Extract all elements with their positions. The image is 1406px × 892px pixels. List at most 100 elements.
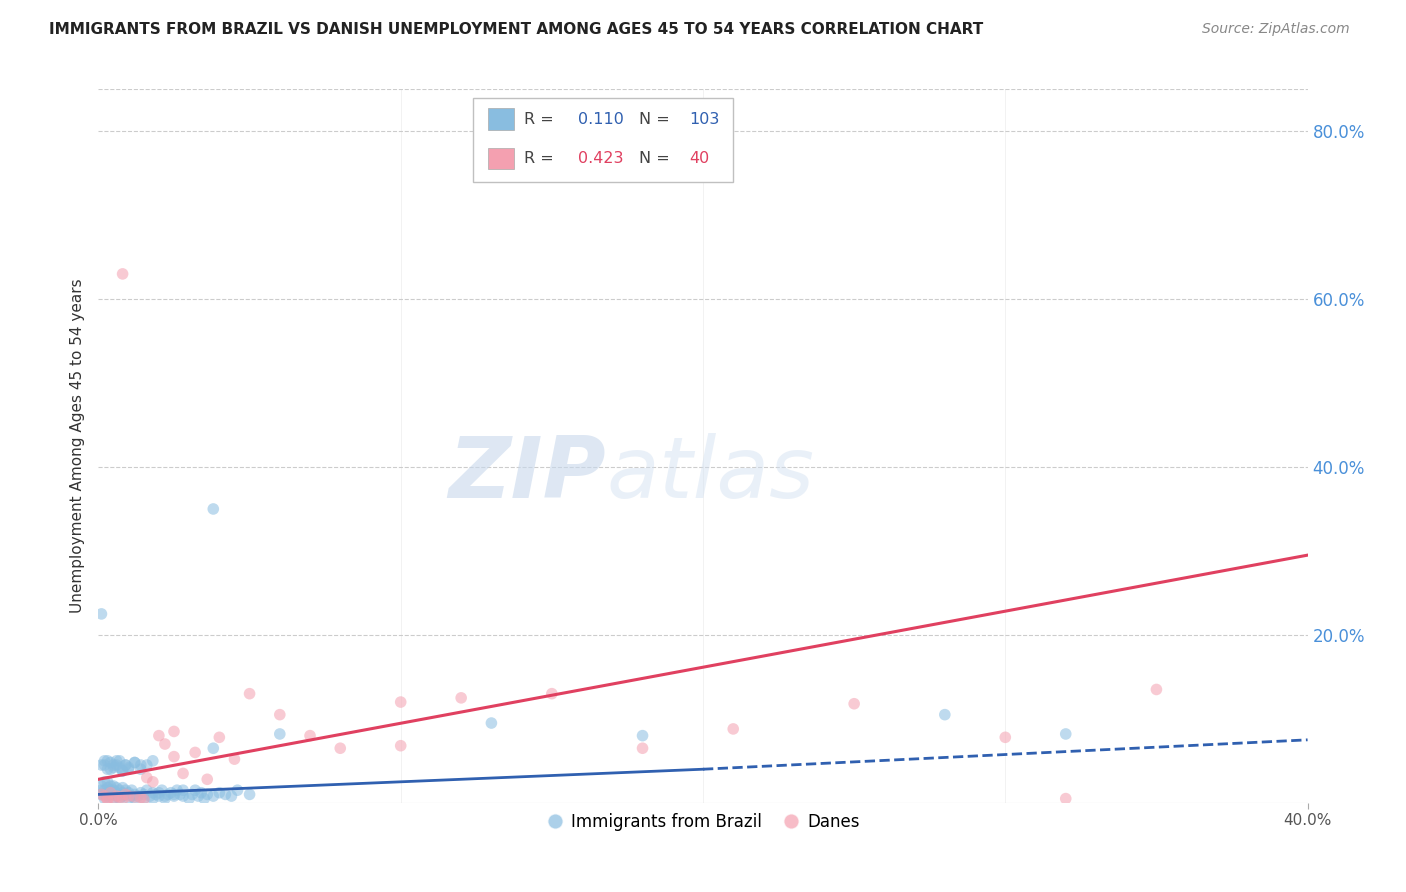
Bar xyxy=(488,148,515,169)
Point xyxy=(96,754,118,768)
Point xyxy=(121,789,143,803)
Point xyxy=(269,727,291,741)
Point xyxy=(153,791,176,805)
Point xyxy=(100,779,122,793)
Point xyxy=(1144,682,1167,697)
Point xyxy=(124,791,146,805)
Point xyxy=(111,780,134,795)
Point xyxy=(118,791,141,805)
Point xyxy=(105,758,128,772)
Point xyxy=(193,791,215,805)
Point xyxy=(103,791,125,805)
Point xyxy=(172,789,194,803)
Point xyxy=(114,788,136,802)
Point xyxy=(103,791,125,805)
Point xyxy=(96,793,118,807)
Bar xyxy=(474,98,734,182)
Point xyxy=(844,697,866,711)
Point xyxy=(142,786,165,800)
Point xyxy=(111,786,134,800)
Point xyxy=(239,687,262,701)
Point xyxy=(934,707,956,722)
Point xyxy=(96,789,118,803)
Point xyxy=(450,690,472,705)
Text: 0.423: 0.423 xyxy=(578,151,624,166)
Point xyxy=(129,758,152,772)
Point xyxy=(93,754,115,768)
Point xyxy=(389,739,412,753)
Point xyxy=(108,783,131,797)
Point xyxy=(166,783,188,797)
Point xyxy=(135,758,157,772)
Point xyxy=(111,792,134,806)
Point xyxy=(153,789,176,803)
Point xyxy=(114,758,136,772)
Bar xyxy=(488,109,515,130)
Point xyxy=(118,786,141,800)
Point xyxy=(111,764,134,778)
Point xyxy=(181,788,204,802)
Point xyxy=(1054,727,1077,741)
Text: R =: R = xyxy=(524,112,554,127)
Point xyxy=(481,716,503,731)
Point xyxy=(202,741,225,756)
Point xyxy=(118,760,141,774)
Point xyxy=(118,762,141,776)
Point xyxy=(129,762,152,776)
Point xyxy=(226,783,249,797)
Point xyxy=(105,754,128,768)
Point xyxy=(108,760,131,774)
Point xyxy=(202,789,225,803)
Point xyxy=(108,788,131,802)
Point xyxy=(103,760,125,774)
Point xyxy=(142,754,165,768)
Point xyxy=(121,783,143,797)
Point xyxy=(156,788,179,802)
Point xyxy=(96,762,118,776)
Point xyxy=(148,789,170,803)
Point xyxy=(163,789,186,803)
Point xyxy=(187,789,209,803)
Point xyxy=(93,791,115,805)
Point xyxy=(129,786,152,800)
Point xyxy=(139,789,162,803)
Point xyxy=(195,788,218,802)
Point xyxy=(172,783,194,797)
Point xyxy=(111,267,134,281)
Point xyxy=(105,780,128,795)
Point xyxy=(224,752,246,766)
Point xyxy=(90,783,112,797)
Point xyxy=(631,741,654,756)
Point xyxy=(90,758,112,772)
Point xyxy=(208,731,231,745)
Point xyxy=(179,791,201,805)
Point xyxy=(132,788,155,802)
Point xyxy=(1054,791,1077,805)
Point xyxy=(163,749,186,764)
Point xyxy=(93,789,115,803)
Point xyxy=(100,783,122,797)
Point xyxy=(93,783,115,797)
Point xyxy=(103,783,125,797)
Point xyxy=(114,783,136,797)
Text: N =: N = xyxy=(638,151,669,166)
Point xyxy=(127,789,149,803)
Text: 40: 40 xyxy=(690,151,710,166)
Point xyxy=(214,788,236,802)
Point xyxy=(90,779,112,793)
Point xyxy=(124,788,146,802)
Point xyxy=(202,502,225,516)
Point xyxy=(111,764,134,778)
Point xyxy=(239,788,262,802)
Point xyxy=(153,737,176,751)
Point xyxy=(100,788,122,802)
Point xyxy=(114,788,136,802)
Point xyxy=(132,791,155,805)
Point xyxy=(540,687,562,701)
Point xyxy=(135,783,157,797)
Point xyxy=(148,786,170,800)
Point xyxy=(103,788,125,802)
Point xyxy=(103,758,125,772)
Point xyxy=(114,758,136,772)
Point xyxy=(108,754,131,768)
